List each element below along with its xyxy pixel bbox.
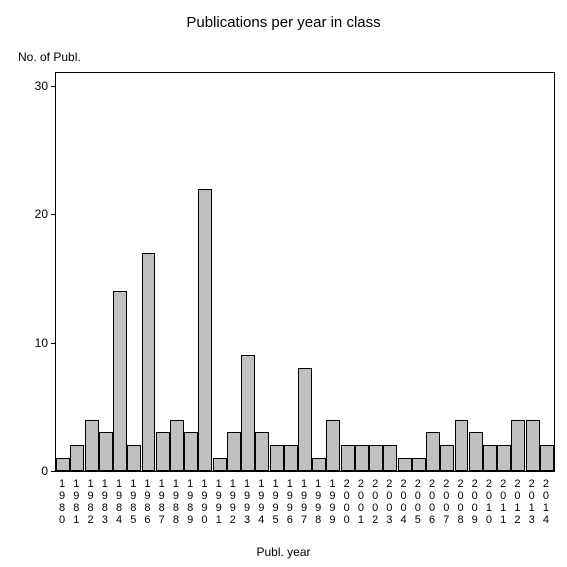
bar (540, 445, 554, 471)
bars-layer (56, 73, 554, 471)
x-tick-label: 2 0 0 8 (455, 478, 467, 526)
x-tick-label: 1 9 9 1 (213, 478, 225, 526)
bar (156, 432, 170, 471)
y-tick-mark (51, 343, 56, 344)
bar (213, 458, 227, 471)
x-tick-label: 2 0 0 2 (369, 478, 381, 526)
x-tick-label: 2 0 1 3 (526, 478, 538, 526)
bar (127, 445, 141, 471)
bar (170, 420, 184, 471)
bar (440, 445, 454, 471)
x-tick-label: 1 9 8 9 (184, 478, 196, 526)
x-axis-title: Publ. year (0, 545, 567, 559)
bar (526, 420, 540, 471)
bar (227, 432, 241, 471)
bar (469, 432, 483, 471)
bar (383, 445, 397, 471)
bar (270, 445, 284, 471)
bar (241, 355, 255, 471)
bar (312, 458, 326, 471)
chart-container: Publications per year in class No. of Pu… (0, 0, 567, 567)
bar (142, 253, 156, 471)
x-tick-label: 1 9 8 7 (156, 478, 168, 526)
x-tick-label: 2 0 1 4 (540, 478, 552, 526)
bar (113, 291, 127, 471)
x-tick-label: 2 0 0 4 (398, 478, 410, 526)
bar (184, 432, 198, 471)
x-tick-label: 1 9 9 0 (198, 478, 210, 526)
x-tick-label: 2 0 0 3 (383, 478, 395, 526)
plot-area: 0102030 (55, 72, 555, 472)
bar (198, 189, 212, 471)
x-tick-label: 1 9 9 8 (312, 478, 324, 526)
x-tick-label: 2 0 1 1 (497, 478, 509, 526)
bar (455, 420, 469, 471)
bar (326, 420, 340, 471)
x-tick-label: 1 9 9 7 (298, 478, 310, 526)
bar (255, 432, 269, 471)
bar (85, 420, 99, 471)
x-tick-label: 2 0 0 5 (412, 478, 424, 526)
bar (369, 445, 383, 471)
x-tick-label: 1 9 8 4 (113, 478, 125, 526)
x-tick-label: 2 0 0 7 (440, 478, 452, 526)
bar (355, 445, 369, 471)
x-tick-label: 1 9 8 8 (170, 478, 182, 526)
bar (56, 458, 70, 471)
x-tick-label: 1 9 8 6 (141, 478, 153, 526)
x-tick-label: 1 9 8 3 (99, 478, 111, 526)
x-tick-label: 1 9 8 0 (56, 478, 68, 526)
x-tick-label: 1 9 9 2 (227, 478, 239, 526)
bar (483, 445, 497, 471)
y-tick-mark (51, 471, 56, 472)
x-tick-label: 2 0 1 0 (483, 478, 495, 526)
x-tick-label: 2 0 0 0 (341, 478, 353, 526)
bar (70, 445, 84, 471)
x-tick-label: 1 9 8 1 (70, 478, 82, 526)
x-tick-label: 1 9 9 5 (270, 478, 282, 526)
x-tick-label: 1 9 9 9 (326, 478, 338, 526)
bar (341, 445, 355, 471)
bar (426, 432, 440, 471)
bar (398, 458, 412, 471)
chart-title: Publications per year in class (0, 14, 567, 31)
x-tick-label: 1 9 9 3 (241, 478, 253, 526)
x-tick-label: 1 9 8 5 (127, 478, 139, 526)
y-tick-mark (51, 214, 56, 215)
x-tick-label: 2 0 0 9 (469, 478, 481, 526)
x-tick-label: 1 9 8 2 (85, 478, 97, 526)
y-tick-mark (51, 86, 56, 87)
bar (284, 445, 298, 471)
bar (99, 432, 113, 471)
x-tick-label: 1 9 9 4 (255, 478, 267, 526)
bar (412, 458, 426, 471)
x-tick-label: 2 0 1 2 (511, 478, 523, 526)
x-tick-label: 2 0 0 1 (355, 478, 367, 526)
bar (511, 420, 525, 471)
x-tick-label: 1 9 9 6 (284, 478, 296, 526)
y-axis-title: No. of Publ. (18, 50, 81, 64)
bar (298, 368, 312, 471)
bar (497, 445, 511, 471)
x-tick-label: 2 0 0 6 (426, 478, 438, 526)
